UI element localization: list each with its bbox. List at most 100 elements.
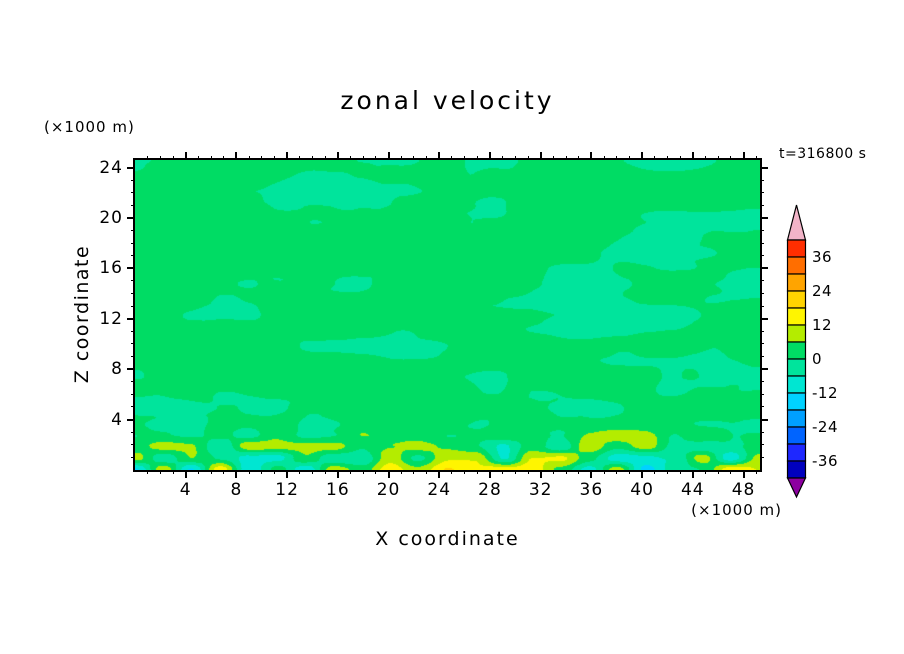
- z-minor-tick: [760, 456, 764, 458]
- colorbar-tick-label: 24: [812, 282, 833, 300]
- colorbar-cell: [786, 307, 807, 326]
- x-minor-tick: [730, 470, 732, 474]
- x-minor-tick: [578, 470, 580, 474]
- x-axis-label: X coordinate: [375, 528, 520, 550]
- x-minor-tick: [350, 470, 352, 474]
- x-tick-label: 12: [275, 480, 299, 500]
- x-minor-tick: [248, 470, 250, 474]
- x-major-tick: [336, 470, 339, 478]
- x-minor-tick: [400, 470, 402, 474]
- x-minor-tick: [755, 470, 757, 474]
- x-tick-label: 4: [179, 480, 192, 500]
- z-minor-tick: [131, 381, 135, 383]
- x-major-tick: [691, 152, 694, 160]
- x-minor-tick: [400, 156, 402, 160]
- colorbar-cell: [786, 341, 807, 360]
- x-major-tick: [590, 470, 593, 478]
- x-minor-tick: [628, 156, 630, 160]
- x-minor-tick: [172, 470, 174, 474]
- z-minor-tick: [760, 406, 764, 408]
- x-minor-tick: [527, 156, 529, 160]
- z-minor-tick: [760, 444, 764, 446]
- z-minor-tick: [760, 330, 764, 332]
- x-major-tick: [641, 152, 644, 160]
- x-tick-label: 20: [376, 480, 401, 500]
- x-minor-tick: [565, 156, 567, 160]
- x-minor-tick: [147, 156, 149, 160]
- z-tick-label: 24: [99, 157, 123, 178]
- z-major-tick: [760, 166, 768, 169]
- x-tick-label: 24: [427, 480, 452, 500]
- x-major-tick: [184, 152, 187, 160]
- z-minor-tick: [760, 381, 764, 383]
- x-minor-tick: [476, 470, 478, 474]
- z-minor-tick: [131, 192, 135, 194]
- velocity-field-canvas: [135, 160, 760, 470]
- z-major-tick: [760, 418, 768, 421]
- z-minor-tick: [760, 280, 764, 282]
- x-minor-tick: [147, 470, 149, 474]
- z-minor-tick: [131, 242, 135, 244]
- colorbar-tick-label: 12: [812, 316, 833, 334]
- x-minor-tick: [248, 156, 250, 160]
- x-minor-tick: [476, 156, 478, 160]
- z-minor-tick: [131, 280, 135, 282]
- colorbar-cell: [786, 409, 807, 428]
- x-minor-tick: [527, 470, 529, 474]
- z-major-tick: [127, 418, 135, 421]
- z-minor-tick: [760, 293, 764, 295]
- colorbar-cell: [786, 392, 807, 411]
- z-minor-tick: [131, 204, 135, 206]
- x-minor-tick: [552, 470, 554, 474]
- z-minor-tick: [131, 343, 135, 345]
- x-minor-tick: [197, 470, 199, 474]
- x-major-tick: [387, 152, 390, 160]
- x-minor-tick: [197, 156, 199, 160]
- x-minor-tick: [464, 470, 466, 474]
- colorbar: [786, 204, 807, 499]
- x-minor-tick: [159, 156, 161, 160]
- z-minor-tick: [131, 330, 135, 332]
- colorbar-cell: [786, 256, 807, 275]
- x-minor-tick: [159, 470, 161, 474]
- x-minor-tick: [666, 156, 668, 160]
- x-minor-tick: [502, 470, 504, 474]
- x-tick-label: 44: [680, 480, 705, 500]
- time-label: t=316800 s: [779, 146, 867, 162]
- x-major-tick: [539, 470, 542, 478]
- x-tick-label: 40: [630, 480, 654, 500]
- x-minor-tick: [273, 156, 275, 160]
- x-minor-tick: [679, 470, 681, 474]
- z-minor-tick: [131, 293, 135, 295]
- z-minor-tick: [131, 356, 135, 358]
- x-minor-tick: [628, 470, 630, 474]
- plot-frame: [133, 158, 762, 472]
- x-major-tick: [742, 152, 745, 160]
- x-minor-tick: [451, 470, 453, 474]
- x-minor-tick: [375, 470, 377, 474]
- colorbar-tick-label: 0: [812, 350, 823, 368]
- z-minor-tick: [131, 179, 135, 181]
- x-minor-tick: [261, 156, 263, 160]
- z-minor-tick: [760, 242, 764, 244]
- z-minor-tick: [760, 431, 764, 433]
- z-minor-tick: [760, 393, 764, 395]
- x-minor-tick: [704, 470, 706, 474]
- x-major-tick: [336, 152, 339, 160]
- colorbar-cell: [786, 426, 807, 445]
- z-minor-tick: [131, 444, 135, 446]
- x-minor-tick: [299, 156, 301, 160]
- z-tick-label: 16: [99, 258, 123, 279]
- colorbar-cell: [786, 460, 807, 479]
- z-minor-tick: [131, 230, 135, 232]
- x-major-tick: [539, 152, 542, 160]
- x-major-tick: [488, 470, 491, 478]
- x-minor-tick: [502, 156, 504, 160]
- x-minor-tick: [654, 470, 656, 474]
- x-minor-tick: [679, 156, 681, 160]
- x-minor-tick: [654, 156, 656, 160]
- x-minor-tick: [210, 156, 212, 160]
- x-minor-tick: [717, 156, 719, 160]
- x-tick-label: 36: [579, 480, 604, 500]
- x-minor-tick: [426, 156, 428, 160]
